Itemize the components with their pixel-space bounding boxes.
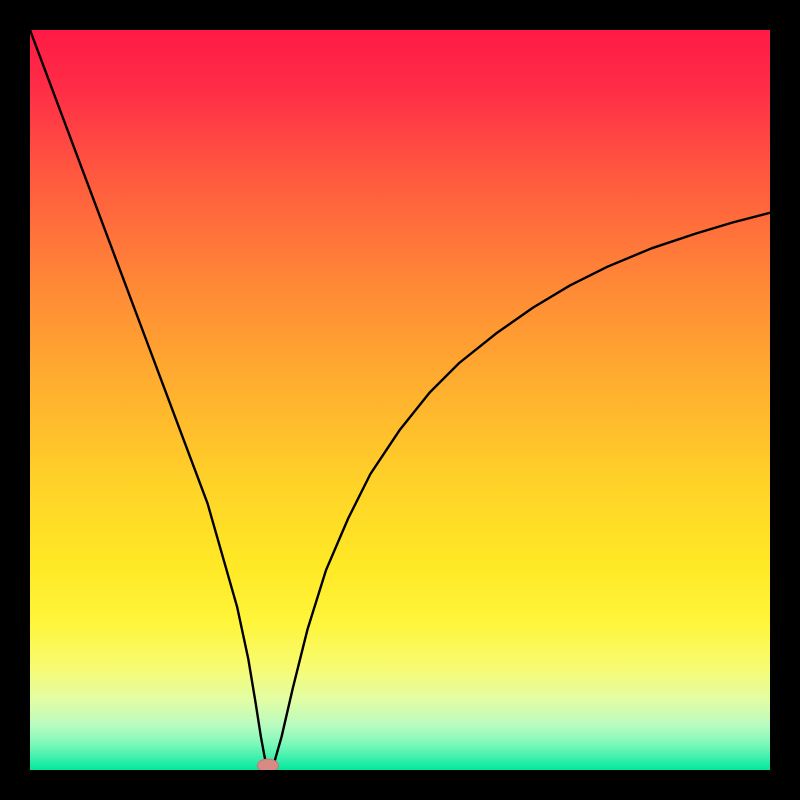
chart-container: TheBottlenecker.com — [0, 0, 800, 800]
bottleneck-curve — [30, 30, 770, 770]
minimum-marker — [257, 758, 279, 770]
plot-area — [30, 30, 770, 770]
